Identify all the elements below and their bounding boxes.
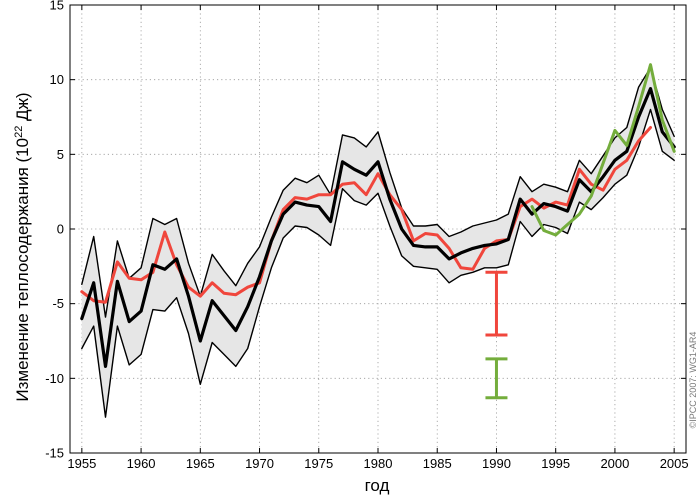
tick-labels: 1955 1960 1965 1970 1975 1980 1985 1990 1995 2000…: [45, 0, 688, 471]
y-tick-label: 15: [50, 0, 64, 13]
y-axis-title-prefix: Изменение теплосодержания (10: [13, 138, 32, 402]
y-tick-label: 5: [57, 147, 64, 162]
y-tick-label: 0: [57, 222, 64, 237]
x-tick-label: 1960: [127, 456, 156, 471]
series-line-green: [530, 63, 676, 237]
x-tick-label: 2005: [660, 456, 689, 471]
series-layer: [80, 63, 676, 418]
y-tick-label: 10: [50, 72, 64, 87]
x-tick-label: 1990: [482, 456, 511, 471]
y-axis-title-suffix: Дж): [13, 92, 32, 125]
y-axis-title: Изменение теплосодержания (1022 Дж): [13, 92, 32, 401]
x-axis-title: год: [365, 476, 390, 495]
x-tick-label: 1985: [423, 456, 452, 471]
series-line-red: [80, 126, 652, 304]
y-tick-label: -15: [45, 446, 64, 461]
x-tick-label: 1995: [541, 456, 570, 471]
y-tick-label: -10: [45, 371, 64, 386]
x-tick-label: 2000: [600, 456, 629, 471]
x-tick-label: 1965: [186, 456, 215, 471]
axis-ticks: [70, 4, 686, 454]
ipcc-watermark: ©IPCC 2007: WG1-AR4: [688, 332, 698, 429]
error-bars: [485, 270, 508, 400]
series-line-upper-bound: [81, 66, 675, 318]
uncertainty-band: [81, 67, 675, 418]
x-tick-label: 1970: [245, 456, 274, 471]
y-tick-label: -5: [52, 296, 64, 311]
series-line-lower-bound: [81, 108, 675, 418]
x-tick-label: 1955: [67, 456, 96, 471]
x-tick-label: 1980: [364, 456, 393, 471]
x-tick-label: 1975: [304, 456, 333, 471]
series-line-black: [80, 86, 676, 368]
y-axis-title-exponent: 22: [13, 126, 25, 138]
